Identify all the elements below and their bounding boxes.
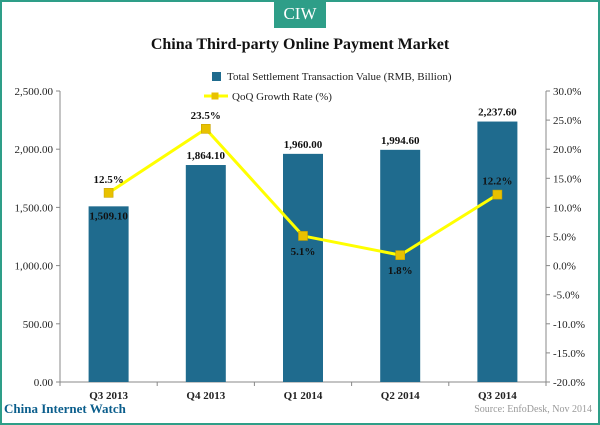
ciw-logo-badge: CIW xyxy=(274,0,326,28)
legend-bar-label: Total Settlement Transaction Value (RMB,… xyxy=(227,71,452,83)
y-right-tick-label: 0.0% xyxy=(553,261,576,273)
y-right-tick-label: 5.0% xyxy=(553,232,576,244)
y-right-tick-label: 10.0% xyxy=(553,202,581,214)
growth-value-label: 5.1% xyxy=(291,246,316,258)
bar xyxy=(477,121,518,382)
x-category-label: Q3 2014 xyxy=(478,390,517,402)
y-right-tick-label: 20.0% xyxy=(553,144,581,156)
legend-line-label: QoQ Growth Rate (%) xyxy=(232,91,332,103)
y-right-tick-label: 30.0% xyxy=(553,86,581,98)
y-right-tick-label: -15.0% xyxy=(553,348,585,360)
bar xyxy=(185,165,226,382)
brand-footer: China Internet Watch xyxy=(4,401,126,416)
growth-value-label: 12.5% xyxy=(93,174,123,186)
y-right-tick-label: -20.0% xyxy=(553,377,585,389)
bar-value-label: 1,960.00 xyxy=(284,139,323,151)
y-right-tick-label: -10.0% xyxy=(553,319,585,331)
bar xyxy=(283,153,323,382)
bar-value-label: 1,994.60 xyxy=(381,135,420,147)
legend-line-marker xyxy=(211,92,219,100)
growth-point xyxy=(395,250,406,260)
growth-point xyxy=(492,189,503,200)
source-note: Source: EnfoDesk, Nov 2014 xyxy=(474,404,592,415)
x-category-label: Q1 2014 xyxy=(284,390,323,402)
y-right-tick-label: 15.0% xyxy=(553,173,581,185)
growth-point xyxy=(201,124,211,134)
bar-value-label: 1,864.10 xyxy=(187,150,226,162)
growth-point xyxy=(298,231,308,241)
legend-bar-swatch xyxy=(212,72,221,81)
chart-title: China Third-party Online Payment Market xyxy=(150,36,450,53)
y-left-tick-label: 0.00 xyxy=(34,377,54,389)
bar-value-label: 1,509.10 xyxy=(89,210,128,222)
bar-series xyxy=(88,121,518,382)
y-left-tick-label: 500.00 xyxy=(23,319,54,331)
chart-axes: 0.00 500.00 1,000.00 1,500.00 2,000.00 2,500.… xyxy=(15,86,586,402)
x-category-label: Q2 2014 xyxy=(381,390,420,402)
growth-value-label: 1.8% xyxy=(388,265,413,277)
y-right-tick-label: 25.0% xyxy=(553,115,581,127)
growth-value-label: 23.5% xyxy=(191,110,221,122)
bar-value-label: 2,237.60 xyxy=(478,107,517,119)
bar xyxy=(88,206,129,382)
y-left-tick-label: 1,000.00 xyxy=(15,261,54,273)
chart-legend: Total Settlement Transaction Value (RMB,… xyxy=(204,71,452,103)
data-labels: 1,509.10 1,864.10 1,960.00 1,994.60 2,237.60… xyxy=(89,107,517,278)
bar xyxy=(380,149,421,382)
x-category-label: Q3 2013 xyxy=(89,390,128,402)
growth-line-series xyxy=(103,124,503,260)
y-left-tick-label: 2,000.00 xyxy=(15,144,54,156)
growth-point xyxy=(103,188,114,198)
y-right-tick-label: -5.0% xyxy=(553,290,580,302)
y-left-tick-label: 1,500.00 xyxy=(15,202,54,214)
growth-value-label: 12.2% xyxy=(482,176,512,188)
x-category-label: Q4 2013 xyxy=(186,390,225,402)
y-left-tick-label: 2,500.00 xyxy=(15,86,54,98)
